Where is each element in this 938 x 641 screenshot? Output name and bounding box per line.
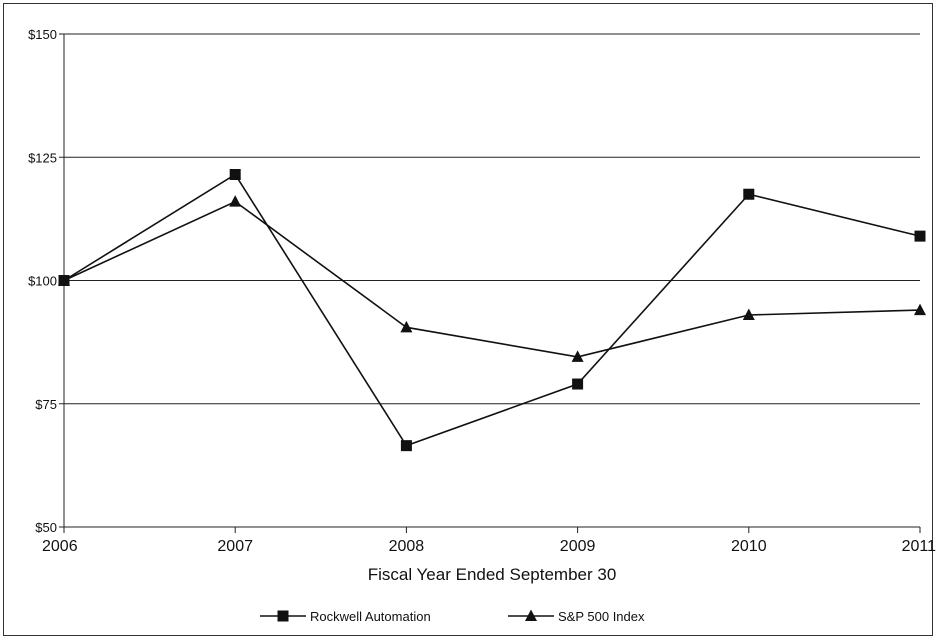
series-rockwell-automation [58, 169, 926, 452]
data-point-s-p-500-index [58, 274, 70, 286]
data-point-rockwell-automation [400, 440, 412, 452]
data-point-s-p-500-index [914, 303, 926, 316]
legend-item-s-p-500-index: S&P 500 Index [508, 609, 645, 624]
data-point-s-p-500-index [400, 320, 413, 333]
series-line-rockwell-automation [63, 173, 921, 447]
x-tick-label: 2008 [389, 538, 425, 555]
data-point-rockwell-automation [914, 230, 926, 242]
y-tick-labels: $50 $75 $100 $125 $150 [28, 27, 57, 535]
legend-label: Rockwell Automation [310, 609, 431, 624]
x-tick-label: 2010 [731, 538, 767, 555]
x-tick-label: 2011 [902, 538, 937, 555]
y-tick-label: $50 [35, 520, 57, 535]
data-point-rockwell-automation [229, 169, 241, 181]
y-tick-label: $100 [28, 274, 57, 289]
chart-frame [3, 3, 933, 636]
series-s-p-500-index [58, 195, 926, 362]
x-tick-labels: 2006 2007 2008 2009 2010 2011 [42, 527, 936, 555]
x-tick-label: 2009 [560, 538, 596, 555]
y-tick-label: $125 [28, 150, 57, 165]
data-point-rockwell-automation [572, 378, 584, 390]
legend-marker [277, 610, 289, 622]
legend: Rockwell Automation S&P 500 Index [260, 609, 645, 624]
data-point-rockwell-automation [743, 188, 755, 200]
data-point-s-p-500-index [229, 195, 242, 207]
x-tick-label: 2007 [217, 538, 253, 555]
data-point-s-p-500-index [571, 350, 584, 362]
legend-item-rockwell-automation: Rockwell Automation [260, 609, 431, 624]
series [58, 169, 926, 452]
x-tick-label: 2006 [42, 538, 78, 555]
x-axis-title: Fiscal Year Ended September 30 [368, 565, 617, 584]
y-tick-label: $150 [28, 27, 57, 42]
data-point-s-p-500-index [742, 308, 755, 321]
gridlines [59, 33, 920, 528]
series-line-s-p-500-index [63, 200, 921, 358]
legend-label: S&P 500 Index [558, 609, 645, 624]
legend-marker [525, 609, 537, 621]
y-tick-label: $75 [35, 397, 57, 412]
